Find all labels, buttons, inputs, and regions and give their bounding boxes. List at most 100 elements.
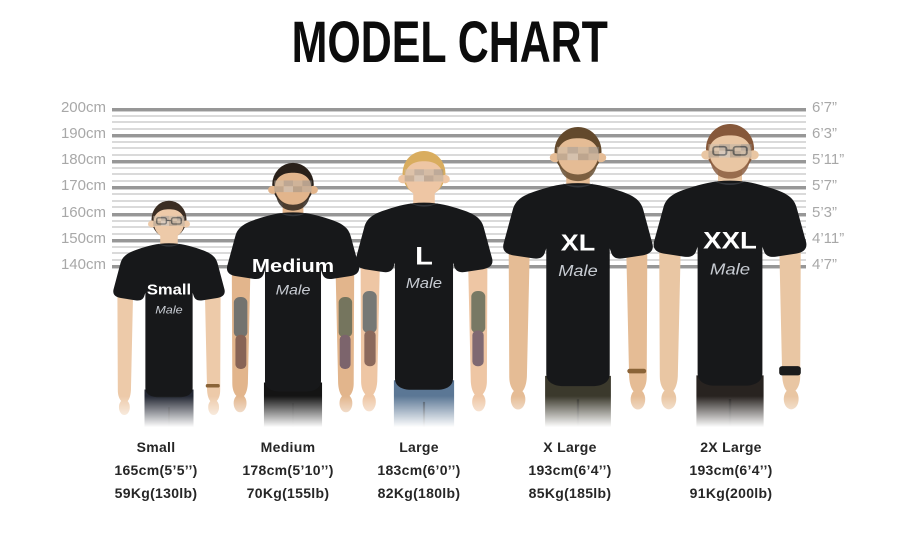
- header: MODEL CHART: [0, 14, 900, 72]
- tattoo-sleeves: [362, 291, 486, 367]
- ruler-label-ftin: 5’3”: [812, 204, 838, 221]
- t-shirt-collar: [410, 203, 438, 207]
- shirt-gender-label: Male: [276, 282, 311, 298]
- t-shirt-collar: [562, 183, 594, 188]
- caption-size-name: X Large: [543, 439, 597, 455]
- caption-height-value: 193cm(6’4’’): [689, 462, 773, 478]
- ruler-label-ftin: 5’11”: [812, 151, 845, 168]
- caption-height-value: 183cm(6’0’’): [377, 462, 461, 478]
- shirt-size-label: Medium: [252, 256, 334, 276]
- size-caption-large: Large 183cm(6’0’’) 82Kg(180lb): [334, 436, 504, 505]
- ruler-label-cm: 190cm: [60, 125, 106, 142]
- ruler-line-minor: [112, 206, 806, 209]
- ruler-label-ftin: 4’11”: [812, 230, 845, 247]
- hair-front: [274, 166, 312, 184]
- left-arm: [117, 288, 134, 403]
- ruler-label-ftin: 4’7”: [812, 256, 838, 273]
- beard: [275, 190, 311, 211]
- wrist-watch: [779, 366, 801, 376]
- t-shirt: [503, 183, 653, 387]
- caption-size-name: Medium: [260, 439, 316, 455]
- size-caption-x-large: X Large 193cm(6’4’’) 85Kg(185lb): [485, 436, 655, 505]
- ruler-label-cm: 150cm: [60, 230, 106, 247]
- shirt-gender-label: Male: [155, 303, 183, 316]
- ruler-label-cm: 180cm: [60, 151, 106, 168]
- shirt-size-label: L: [415, 241, 433, 270]
- caption-weight-value: 59Kg(130lb): [114, 485, 198, 501]
- caption-height-value: 178cm(5’10’’): [242, 462, 334, 478]
- ruler-label-ftin: 6’7”: [812, 99, 838, 116]
- model-figure: XL Male: [503, 127, 653, 432]
- t-shirt: [226, 212, 360, 392]
- face-pixelation: [404, 169, 444, 182]
- ruler-label-cm: 160cm: [60, 204, 106, 221]
- ruler-line-major: [112, 134, 806, 137]
- t-shirt-collar: [157, 243, 181, 247]
- hair-front: [557, 130, 599, 151]
- ruler-line-minor: [112, 166, 806, 169]
- ruler-label-cm: 200cm: [60, 99, 106, 116]
- size-caption-medium: Medium 178cm(5’10’’) 70Kg(155lb): [203, 436, 373, 505]
- size-caption-2x-large: 2X Large 193cm(6’4’’) 91Kg(200lb): [646, 436, 816, 505]
- caption-height-value: 165cm(5’5’’): [114, 462, 198, 478]
- hair-front: [153, 203, 185, 219]
- beard: [558, 158, 598, 182]
- size-caption-small: Small 165cm(5’5’’) 59Kg(130lb): [71, 436, 241, 505]
- t-shirt: [355, 202, 493, 390]
- left-arm: [508, 243, 530, 394]
- model-figure: XXL Male: [653, 124, 807, 432]
- wrist-bracelet: [205, 384, 220, 388]
- page-title: MODEL CHART: [291, 10, 609, 75]
- ruler-line-minor: [112, 140, 806, 143]
- ruler-line-major: [112, 108, 806, 111]
- caption-size-name: Large: [399, 439, 439, 455]
- caption-weight-value: 91Kg(200lb): [689, 485, 773, 501]
- t-shirt: [653, 180, 807, 386]
- right-arm: [204, 288, 221, 403]
- caption-height-value: 193cm(6’4’’): [528, 462, 612, 478]
- caption-weight-value: 70Kg(155lb): [246, 485, 330, 501]
- ruler-line-minor: [112, 179, 806, 182]
- ruler-label-ftin: 6’3”: [812, 125, 838, 142]
- face-pixelation: [556, 146, 600, 161]
- hair-front: [405, 154, 443, 173]
- ruler-line-minor: [112, 121, 806, 123]
- t-shirt-collar: [714, 181, 746, 186]
- model-2x-large: XXL Male: [634, 123, 826, 432]
- t-shirt: [113, 243, 225, 398]
- face-pixelation: [274, 180, 312, 193]
- wrist-bracelet: [627, 368, 647, 374]
- face-pixelation: [708, 144, 752, 158]
- ruler-label-ftin: 5’7”: [812, 177, 838, 194]
- shirt-size-label: XL: [561, 230, 596, 256]
- ruler-label-cm: 140cm: [60, 256, 106, 273]
- tattoo-sleeves: [233, 297, 353, 369]
- ruler-line-minor: [112, 153, 806, 156]
- ruler-line-minor: [112, 127, 806, 130]
- left-arm: [659, 241, 681, 393]
- caption-size-name: Small: [136, 439, 176, 455]
- ruler-line-minor: [112, 147, 806, 149]
- caption-weight-value: 82Kg(180lb): [377, 485, 461, 501]
- shirt-gender-label: Male: [558, 262, 597, 280]
- ruler-line-minor: [112, 192, 806, 195]
- right-arm: [779, 241, 801, 393]
- ruler-line-major: [112, 186, 806, 189]
- caption-size-name: 2X Large: [700, 439, 762, 455]
- shirt-size-label: XXL: [703, 228, 757, 254]
- caption-weight-value: 85Kg(185lb): [528, 485, 612, 501]
- shirt-size-label: Small: [147, 282, 191, 298]
- face-pixelation: [153, 215, 185, 226]
- ruler-line-minor: [112, 173, 806, 175]
- model-large: L Male: [338, 150, 510, 432]
- beard: [709, 155, 751, 179]
- ruler-line-major: [112, 160, 806, 163]
- model-x-large: XL Male: [484, 126, 672, 432]
- shirt-gender-label: Male: [406, 276, 442, 292]
- model-figure: L Male: [355, 150, 493, 432]
- photo-crop-fade: [0, 396, 900, 436]
- ruler-line-minor: [112, 199, 806, 202]
- ruler-label-cm: 170cm: [60, 177, 106, 194]
- ruler-line-minor: [112, 114, 806, 117]
- right-arm: [626, 243, 648, 394]
